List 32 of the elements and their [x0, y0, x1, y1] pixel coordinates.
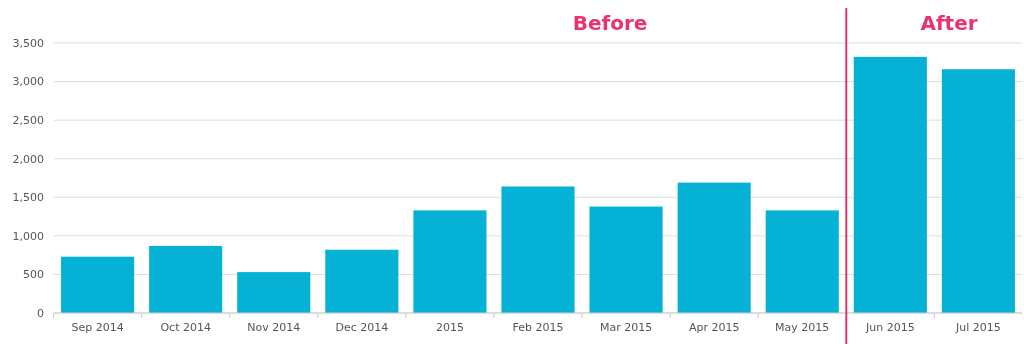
x-tick-label: Dec 2014 — [335, 321, 389, 334]
x-tick-label: May 2015 — [775, 321, 830, 334]
y-tick-label: 1,000 — [12, 229, 44, 243]
x-tick-label: Jul 2015 — [955, 321, 1001, 334]
y-tick-label: 500 — [23, 268, 44, 282]
y-tick-label: 0 — [37, 306, 44, 320]
y-tick-label: 2,000 — [12, 152, 44, 166]
bar — [237, 272, 311, 313]
bar — [325, 249, 399, 313]
x-tick-label: Sep 2014 — [71, 321, 124, 334]
y-tick-label: 2,500 — [12, 113, 44, 127]
bar — [413, 210, 487, 313]
x-tick-label: Mar 2015 — [599, 321, 653, 334]
text: After — [920, 11, 978, 35]
bar — [853, 56, 927, 313]
x-tick-label: 2015 — [435, 321, 464, 334]
y-tick-label: 3,500 — [12, 36, 44, 50]
x-tick-label: Nov 2014 — [247, 321, 301, 334]
x-tick-label: Jun 2015 — [864, 321, 915, 334]
bar — [61, 256, 135, 313]
bar — [765, 210, 839, 313]
bar — [589, 206, 663, 313]
y-tick-label: 3,000 — [12, 75, 44, 89]
bar — [941, 69, 1015, 313]
bar — [149, 245, 223, 313]
x-tick-label: Feb 2015 — [512, 321, 564, 334]
bar — [501, 186, 575, 313]
x-tick-label: Apr 2015 — [688, 321, 740, 334]
x-tick-label: Oct 2014 — [160, 321, 211, 334]
y-tick-label: 1,500 — [12, 191, 44, 205]
text: Before — [572, 11, 648, 35]
bar — [677, 182, 751, 313]
